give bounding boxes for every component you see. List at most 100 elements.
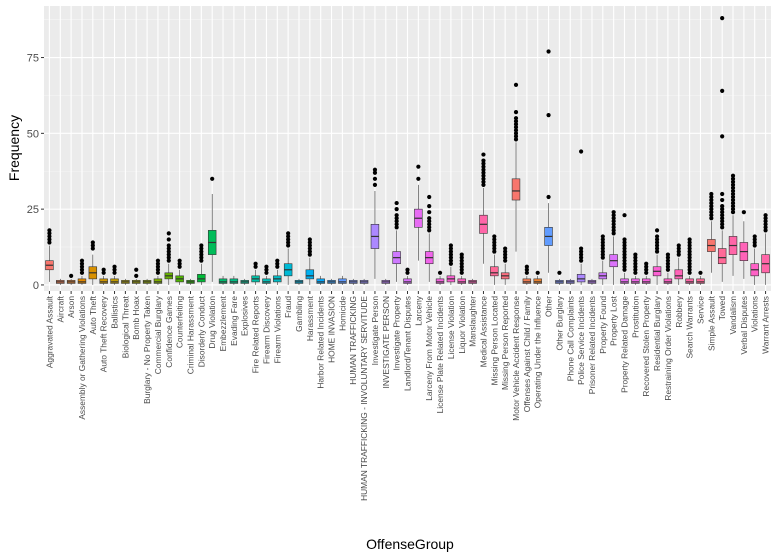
box [511, 82, 521, 252]
outlier-point [654, 228, 660, 233]
outlier-point [622, 249, 627, 254]
outlier-point [611, 219, 616, 224]
box [121, 278, 130, 285]
outlier-point [730, 200, 736, 206]
x-tick-label: Auto Theft [88, 295, 98, 334]
outlier-point [134, 273, 139, 278]
box [273, 258, 282, 285]
outlier-point [600, 237, 605, 242]
outlier-point [199, 252, 204, 257]
outlier-point [405, 267, 410, 272]
outlier-point [687, 237, 692, 242]
outlier-point [481, 182, 486, 187]
box [45, 228, 54, 282]
outlier-point [600, 240, 605, 245]
outlier-point [611, 228, 616, 233]
box [587, 278, 597, 285]
outlier-point [730, 176, 736, 181]
outlier-point [286, 231, 291, 236]
outlier-point [709, 207, 714, 212]
outlier-point [622, 267, 627, 272]
outlier-point [427, 210, 432, 215]
outlier-point [372, 176, 378, 181]
box-body [457, 278, 466, 284]
x-tick-label: License Plate Related Incidents [435, 296, 445, 413]
box [761, 213, 770, 285]
x-tick-label: Property Found [598, 296, 608, 354]
box [424, 194, 434, 282]
outlier-point [448, 261, 454, 266]
x-tick-label: Landlord/Tenant Disputes [403, 296, 413, 391]
outlier-point [600, 246, 605, 251]
outlier-point [687, 261, 692, 266]
outlier-point [47, 228, 52, 233]
box-body [522, 278, 532, 284]
x-tick-label: Firearm Violations [272, 296, 282, 363]
outlier-point [112, 270, 117, 275]
x-tick-label: Evading Fare [229, 296, 239, 346]
outlier-point [427, 228, 432, 233]
outlier-point [600, 252, 605, 257]
x-tick-label: Missing Person Located [489, 296, 499, 386]
box [642, 261, 651, 285]
outlier-point [372, 170, 378, 175]
outlier-point [687, 270, 692, 275]
box-body [110, 278, 119, 284]
x-tick-label: HOME INVASION [327, 296, 337, 363]
outlier-point [286, 243, 291, 248]
y-tick-label: 75 [27, 53, 39, 65]
box [620, 213, 629, 285]
outlier-point [633, 264, 638, 269]
outlier-point [524, 270, 529, 275]
x-tick-label: Burglary - No Property Taken [142, 296, 152, 404]
outlier-point [427, 222, 432, 227]
outlier-point [720, 197, 725, 203]
outlier-point [546, 113, 551, 118]
outlier-point [307, 249, 312, 254]
outlier-point [665, 258, 671, 263]
outlier-point [155, 270, 161, 275]
box [631, 252, 640, 285]
box [142, 278, 152, 285]
outlier-point [459, 267, 464, 272]
box-body [631, 278, 640, 284]
box [500, 246, 510, 285]
outlier-point [720, 207, 725, 212]
x-tick-label: Search Warrants [685, 296, 695, 359]
outlier-point [69, 273, 74, 278]
outlier-point [720, 210, 725, 215]
box [674, 243, 683, 285]
box [490, 234, 499, 285]
outlier-point [492, 234, 497, 239]
outlier-point [481, 161, 486, 166]
y-tick-label: 50 [27, 128, 39, 140]
outlier-point [557, 270, 562, 275]
box [435, 270, 445, 285]
outlier-point [47, 237, 52, 242]
outlier-point [524, 267, 529, 272]
outlier-point [264, 264, 269, 269]
outlier-point [394, 222, 399, 227]
outlier-point [611, 213, 616, 218]
x-tick-label: Aircraft [55, 295, 65, 322]
x-tick-label: Simple Assault [706, 295, 716, 351]
x-tick-label: Larceny From Motor Vehicle [424, 296, 434, 401]
x-tick-label: Auto Theft Recovery [99, 295, 109, 372]
x-tick-label: Missing Person Reported [500, 296, 510, 390]
outlier-point [503, 246, 508, 251]
outlier-point [579, 255, 584, 260]
outlier-point [513, 128, 519, 133]
outlier-point [166, 231, 171, 236]
x-tick-label: Criminal Harassment [185, 295, 195, 374]
y-tick-label: 0 [33, 280, 39, 292]
outlier-point [720, 16, 725, 21]
outlier-point [720, 219, 725, 224]
outlier-point [687, 264, 692, 269]
box-body [642, 278, 651, 284]
outlier-point [155, 258, 161, 263]
x-tick-label: Other Burglary [554, 295, 564, 350]
outlier-point [481, 167, 486, 172]
outlier-point [492, 240, 497, 245]
outlier-point [448, 249, 454, 254]
x-tick-label: Robbery [674, 295, 684, 327]
